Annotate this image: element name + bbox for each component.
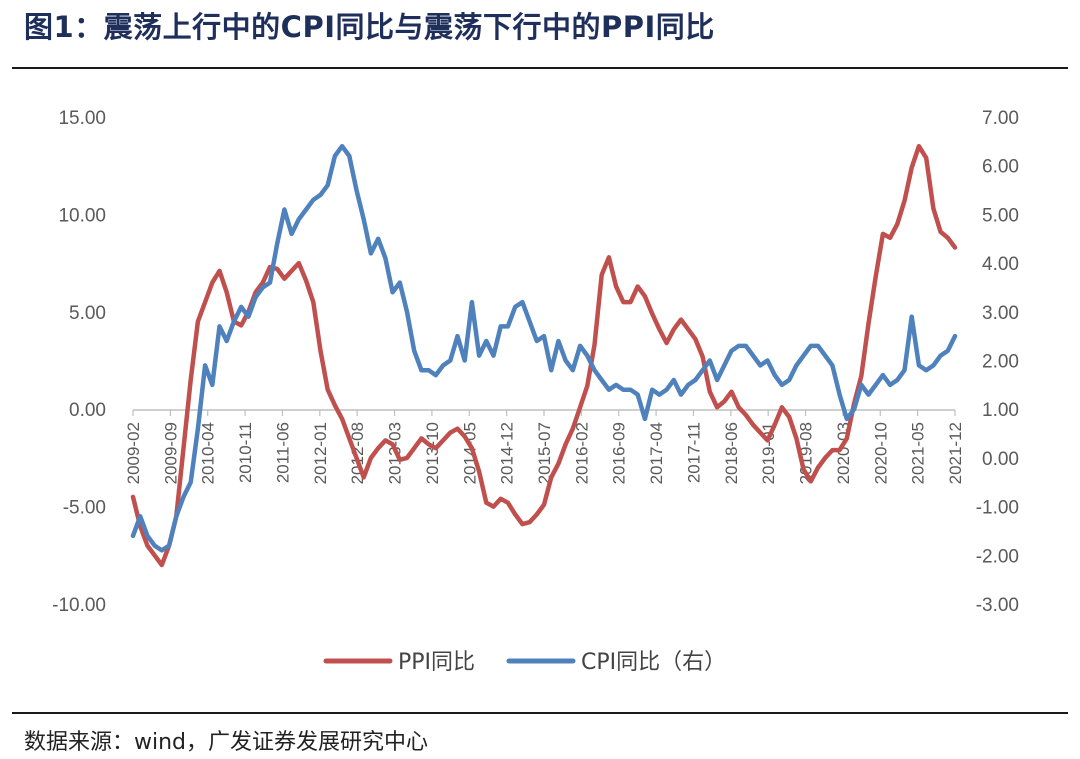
x-axis-tick: 2010-11 [236,422,255,483]
right-axis-tick: 1.00 [982,400,1019,421]
x-axis-tick: 2010-04 [199,422,218,484]
left-axis-tick: -5.00 [63,498,106,519]
x-axis-tick: 2021-12 [946,422,965,484]
right-axis-tick: 7.00 [982,108,1019,129]
legend: PPI同比 CPI同比（右） [323,650,726,675]
legend-cpi-label: CPI同比（右） [581,650,726,675]
legend-ppi-label: PPI同比 [398,650,475,675]
right-axis-tick: 4.00 [982,254,1019,275]
chart-title: 图1：震荡上行中的CPI同比与震荡下行中的PPI同比 [24,10,715,44]
x-axis-tick: 2014-05 [460,422,479,484]
left-axis-tick: 10.00 [58,205,106,226]
ppi-series-line [130,143,958,568]
right-axis-tick: 0.00 [982,449,1019,470]
top-divider [12,67,1068,69]
right-axis-tick: 3.00 [982,303,1019,324]
x-axis-tick: 2021-05 [909,422,928,484]
axes-group: 15.00 10.00 5.00 0.00 -5.00 -10.00 7.00 6.00 5.0… [52,108,1019,616]
right-axis-tick: 6.00 [982,157,1019,178]
x-axis-tick: 2014-12 [498,422,517,484]
source-note: 数据来源：wind，广发证券发展研究中心 [24,730,429,755]
right-axis-tick: 2.00 [982,352,1019,373]
right-axis-tick: -3.00 [976,595,1019,616]
right-axis-tick: -1.00 [976,498,1019,519]
left-axis-tick: -10.00 [52,595,106,616]
left-axis-tick: 15.00 [58,108,106,129]
x-axis-tick: 2017-04 [647,422,666,484]
x-axis-tick: 2011-06 [273,422,292,483]
series-lines [130,143,958,568]
x-axis-tick: 2009-09 [161,422,180,484]
x-axis-tick: 2009-02 [124,422,143,484]
x-axis-tick: 2016-02 [572,422,591,484]
x-axis-tick: 2017-11 [684,422,703,483]
right-axis-tick: 5.00 [982,205,1019,226]
left-axis-tick: 5.00 [69,303,106,324]
cpi-series-line [130,143,958,553]
x-axis-tick: 2020-10 [871,422,890,484]
right-axis-tick: -2.00 [976,546,1019,567]
left-axis-tick: 0.00 [69,400,106,421]
x-axis-tick: 2015-07 [535,422,554,484]
x-axis-tick: 2013-10 [423,422,442,484]
x-axis-tick: 2018-06 [722,422,741,484]
x-axis-tick: 2016-09 [610,422,629,484]
bottom-divider [12,712,1068,714]
x-axis-tick: 2012-01 [311,422,330,484]
